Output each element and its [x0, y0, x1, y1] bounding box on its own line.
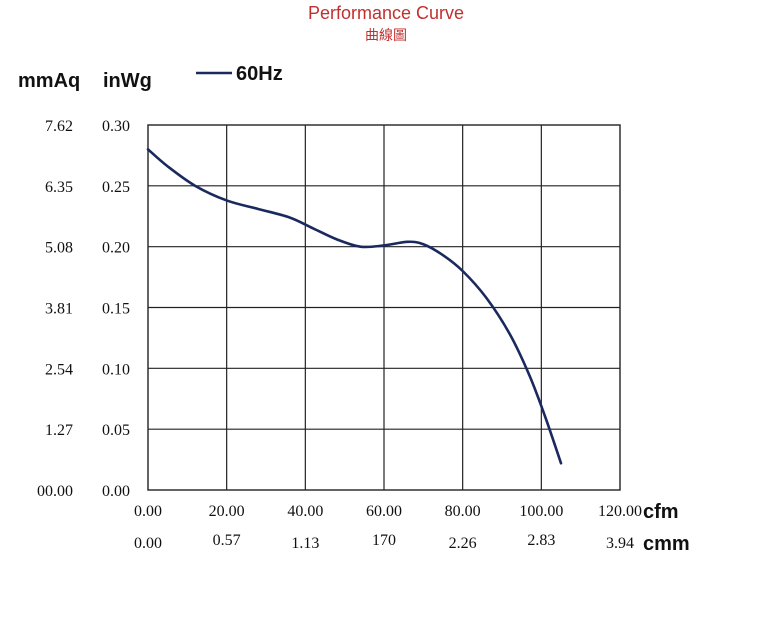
x-tick-label-cmm: 0.00: [134, 535, 162, 552]
y-tick-label-mmaq: 6.35: [45, 179, 73, 196]
y-tick-label-inwg: 0.05: [102, 422, 130, 439]
y-tick-label-mmaq: 2.54: [45, 361, 73, 378]
x-tick-label-cmm: 170: [372, 532, 396, 549]
x-tick-label-cmm: 1.13: [291, 535, 319, 552]
y-tick-label-inwg: 0.25: [102, 179, 130, 196]
y-axis-inwg-ticks: 0.30 0.25 0.20 0.15 0.10 0.05 0.00: [102, 118, 130, 500]
y-tick-label-inwg: 0.10: [102, 361, 130, 378]
x-tick-label-cfm: 20.00: [209, 503, 245, 520]
y-tick-label-inwg: 0.20: [102, 240, 130, 257]
y-tick-label-mmaq: 5.08: [45, 240, 73, 257]
y-tick-label-inwg: 0.15: [102, 301, 130, 318]
x-tick-label-cfm: 0.00: [134, 503, 162, 520]
x-axis-cmm-ticks: 0.00 0.57 1.13 170 2.26 2.83 3.94: [134, 532, 634, 552]
chart-subtitle: 曲線圖: [365, 28, 407, 44]
y-tick-label-mmaq: 7.62: [45, 118, 73, 135]
y-tick-label-inwg: 0.30: [102, 118, 130, 135]
x-unit-secondary-label: cmm: [643, 533, 690, 555]
y-tick-label-mmaq: 00.00: [37, 483, 73, 500]
y-tick-label-inwg: 0.00: [102, 483, 130, 500]
x-tick-label-cfm: 80.00: [445, 503, 481, 520]
y-tick-label-mmaq: 1.27: [45, 422, 73, 439]
y-axis-mmaq-ticks: 7.62 6.35 5.08 3.81 2.54 1.27 00.00: [37, 118, 73, 500]
x-tick-label-cfm: 40.00: [287, 503, 323, 520]
series-line-60hz: [146, 148, 563, 465]
y-tick-label-mmaq: 3.81: [45, 301, 73, 318]
grid: [148, 125, 620, 490]
x-axis-cfm-ticks: 0.00 20.00 40.00 60.00 80.00 100.00 120.00: [134, 503, 642, 520]
x-tick-label-cmm: 2.26: [449, 535, 477, 552]
plot-frame: [147, 124, 621, 491]
legend: 60Hz: [196, 63, 283, 85]
legend-label-60hz: 60Hz: [236, 63, 283, 85]
x-tick-label-cfm: 120.00: [598, 503, 642, 520]
x-tick-label-cmm: 2.83: [527, 532, 555, 549]
x-tick-label-cfm: 100.00: [519, 503, 563, 520]
x-unit-primary-label: cfm: [643, 501, 679, 523]
y-unit-right-label: inWg: [103, 70, 152, 92]
x-tick-label-cmm: 3.94: [606, 535, 634, 552]
chart-title: Performance Curve: [308, 3, 464, 23]
x-tick-label-cfm: 60.00: [366, 503, 402, 520]
x-tick-label-cmm: 0.57: [213, 532, 241, 549]
y-unit-left-label: mmAq: [18, 70, 80, 92]
